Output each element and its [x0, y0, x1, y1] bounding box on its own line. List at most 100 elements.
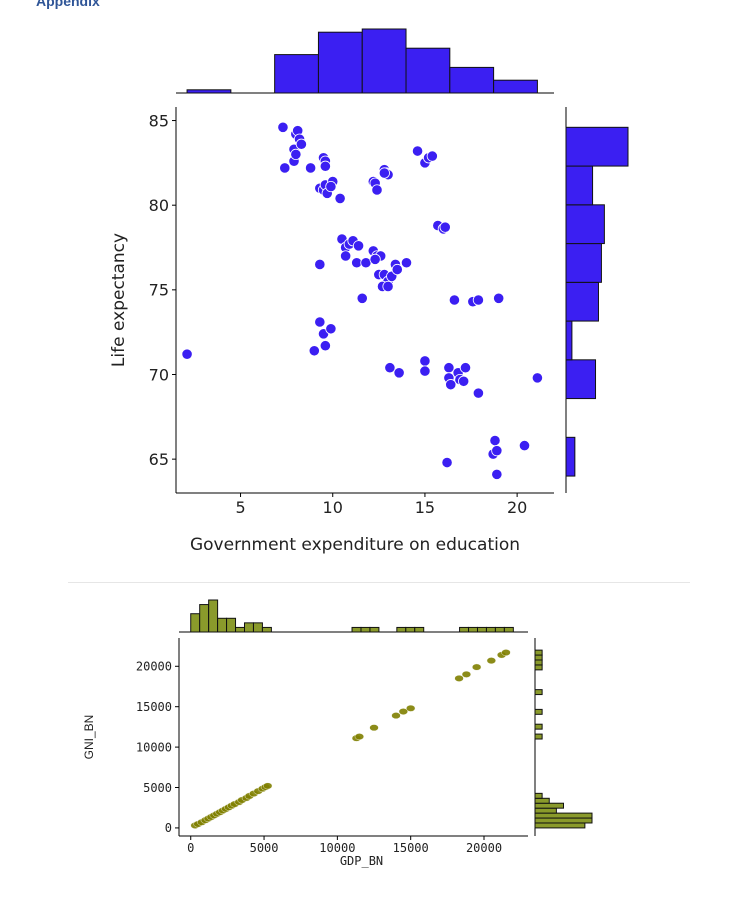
plot2-x-tick-label: 15000 [393, 841, 429, 855]
plot1-data-point [319, 340, 331, 352]
plot2-top-hist-bar [459, 626, 470, 633]
plot1-data-point [391, 263, 403, 276]
plot2-data-point [472, 663, 482, 671]
plot2-data-point [406, 704, 416, 712]
plot2-right-hist-bar [534, 723, 543, 730]
plot2-right-hist-bar [534, 792, 543, 799]
plot2-right-hist-bar [534, 817, 593, 824]
plot2-data-point [263, 782, 273, 790]
plot2-top-hist-bar [494, 626, 505, 633]
plot1-data-point [426, 150, 438, 162]
plot1-data-point [400, 257, 413, 269]
plot2-top-hist-bar [503, 626, 514, 633]
joint-plot-education-life: 5 10 15 20 65 70 75 80 85 Government expenditure … [109, 28, 629, 555]
plot1-data-point [181, 348, 193, 360]
plot2-right-hist-bar [534, 659, 543, 666]
plot1-data-point [458, 375, 470, 387]
plot1-y-tick-label: 70 [149, 365, 169, 384]
plot1-data-point [277, 121, 289, 133]
plot2-y-axis-label: GNI_BN [82, 715, 96, 760]
plot1-data-point [493, 292, 505, 304]
plot2-data-point [461, 670, 472, 678]
plot1-data-point [314, 316, 326, 328]
plot2-y-tick-label: 10000 [136, 740, 172, 754]
plot1-data-point [393, 367, 405, 379]
plot2-right-hist-bar [534, 708, 543, 715]
plot2-top-hist-bar [360, 626, 371, 633]
plot1-data-point [384, 362, 396, 374]
plot1-top-hist-bar [449, 66, 495, 94]
plot1-data-point [371, 184, 383, 196]
plot2-top-hist-bar [351, 626, 362, 633]
plot1-data-point [518, 439, 531, 452]
plot2-right-hist-bar [534, 812, 593, 819]
plot1-data-point [356, 292, 368, 304]
plot1-right-hist-bar [565, 204, 605, 245]
plot1-right-hist-bar [565, 281, 599, 322]
plot1-right-hist-bar [565, 165, 594, 206]
plot2-top-hist-bar [468, 626, 478, 633]
plot2-right-hist-bar [534, 733, 543, 740]
plot2-top-hist-bar [235, 626, 245, 633]
plot1-y-tick-label: 65 [149, 450, 169, 469]
plot2-top-hist-bar [476, 626, 487, 633]
plot2-data-point [391, 712, 401, 719]
plot1-data-point [352, 240, 365, 252]
plot2-top-hist-bar [199, 604, 210, 633]
plot2-data-point [454, 675, 464, 682]
plot1-x-tick-label: 20 [507, 498, 527, 517]
plot1-x-tick-label: 5 [235, 498, 245, 517]
plot1-data-point [369, 253, 381, 265]
plot2-x-tick-label: 20000 [466, 841, 502, 855]
plot1-data-point [419, 365, 431, 377]
plot2-right-hist-bar [534, 807, 557, 814]
plot2-data-point [486, 657, 496, 665]
plot1-top-hist-bar [317, 31, 363, 94]
plot2-y-tick-label: 5000 [143, 781, 172, 795]
plot2-right-hist-bar [534, 802, 564, 809]
plot2-y-tick-label: 0 [165, 821, 172, 835]
plot1-data-point [531, 372, 544, 384]
plot2-right-hist-bar [534, 689, 543, 696]
plot2-top-hist-bar [226, 617, 237, 633]
plot2-y-tick-label: 20000 [136, 660, 172, 674]
plot1-right-hist-bar [565, 126, 629, 167]
plot1-right-hist-bar [565, 243, 602, 283]
plot1-right-hist-bar [565, 436, 576, 477]
plot2-top-hist-bar [243, 622, 254, 633]
plot2-right-hist-bar [534, 822, 586, 829]
plot2-right-hist-bar [534, 649, 543, 656]
plot1-data-point [491, 445, 503, 457]
plot1-data-point [491, 468, 503, 480]
plot2-data-point [354, 733, 364, 740]
plot1-right-hist-bar [565, 320, 573, 361]
plot1-data-point [445, 379, 457, 391]
plot2-top-hist-bar [369, 626, 380, 633]
plot2-data-point [369, 724, 379, 732]
plot2-x-tick-label: 0 [187, 841, 194, 855]
plot1-data-point [334, 192, 346, 205]
plot1-data-point [472, 387, 484, 399]
plot1-data-point [378, 167, 390, 179]
plot1-top-hist-bar [493, 79, 538, 94]
plot1-top-hist-bar [186, 89, 232, 94]
plot1-data-point [459, 362, 472, 374]
plot2-top-hist-bar [485, 626, 496, 633]
plot1-data-point [382, 280, 394, 293]
plot2-top-hist-bar [190, 613, 201, 633]
plot2-right-hist-bar [534, 797, 550, 804]
plot1-top-hist-bar [361, 28, 407, 94]
plot1-y-axis-label: Life expectancy [109, 233, 129, 367]
plot1-data-point [279, 162, 291, 174]
plot2-right-hist-bar [534, 664, 543, 671]
plot2-data-point [398, 708, 408, 715]
plot1-data-point [295, 138, 307, 150]
plot2-top-hist-bar [414, 626, 425, 633]
plot1-data-point [325, 180, 337, 193]
plot1-data-point [489, 434, 501, 447]
plot2-top-hist-bar [208, 599, 219, 633]
plot2-top-hist-bar [405, 626, 416, 633]
plot1-data-point [308, 345, 320, 357]
plot1-data-point [439, 221, 451, 233]
plot1-y-tick-label: 75 [149, 281, 169, 300]
